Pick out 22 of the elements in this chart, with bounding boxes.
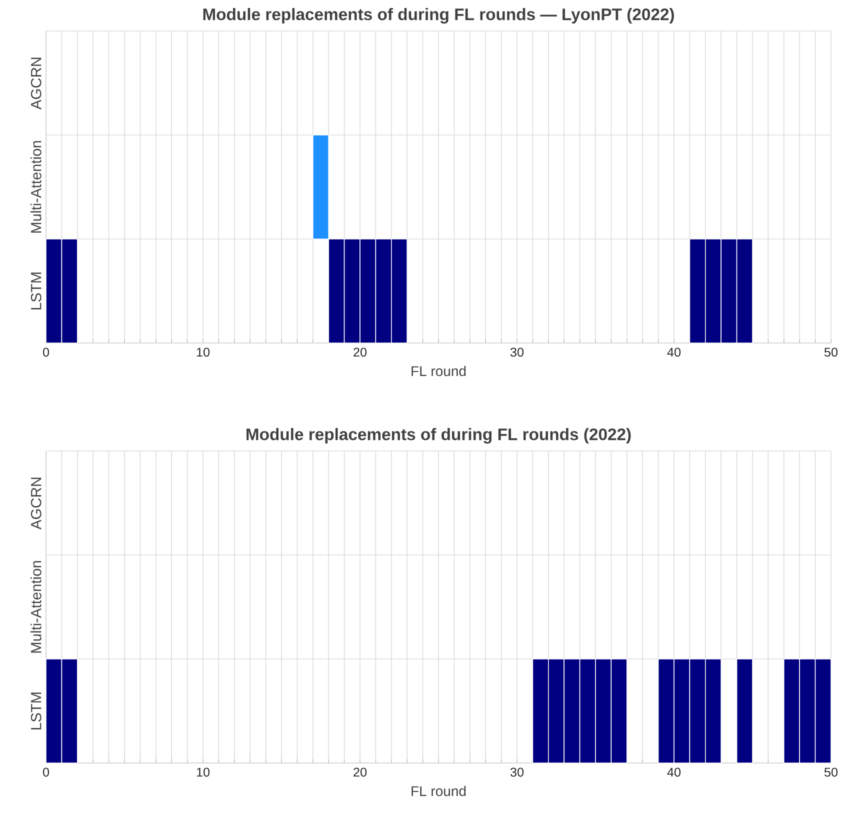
x-tick-label: 0 [42,348,50,357]
chart-title: Module replacements of during FL rounds — LyonPT (2022) [203,8,674,24]
x-tick-label: 50 [824,768,838,777]
y-tick-label: LSTM [30,692,42,730]
y-tick-label: LSTM [30,272,42,310]
x-tick-label: 30 [510,768,524,777]
x-tick-label: 0 [42,768,50,777]
x-tick-label: 20 [354,348,367,357]
x-tick-label: 40 [667,768,681,777]
x-axis-title: FL round [412,366,466,376]
x-tick-label: 10 [196,348,210,357]
x-tick-label: 50 [824,348,838,357]
y-tick-label: Multi-Attention [30,141,42,233]
x-axis-title: FL round [412,786,466,796]
x-tick-label: 40 [667,348,681,357]
x-tick-label: 10 [196,768,210,777]
x-tick-label: 20 [354,768,367,777]
y-tick-label: AGCRN [30,478,42,530]
chart-title: Module replacements of during FL rounds (2022) [246,428,631,444]
x-tick-label: 30 [510,348,524,357]
y-tick-label: AGCRN [30,58,42,110]
y-tick-label: Multi-Attention [30,561,42,653]
